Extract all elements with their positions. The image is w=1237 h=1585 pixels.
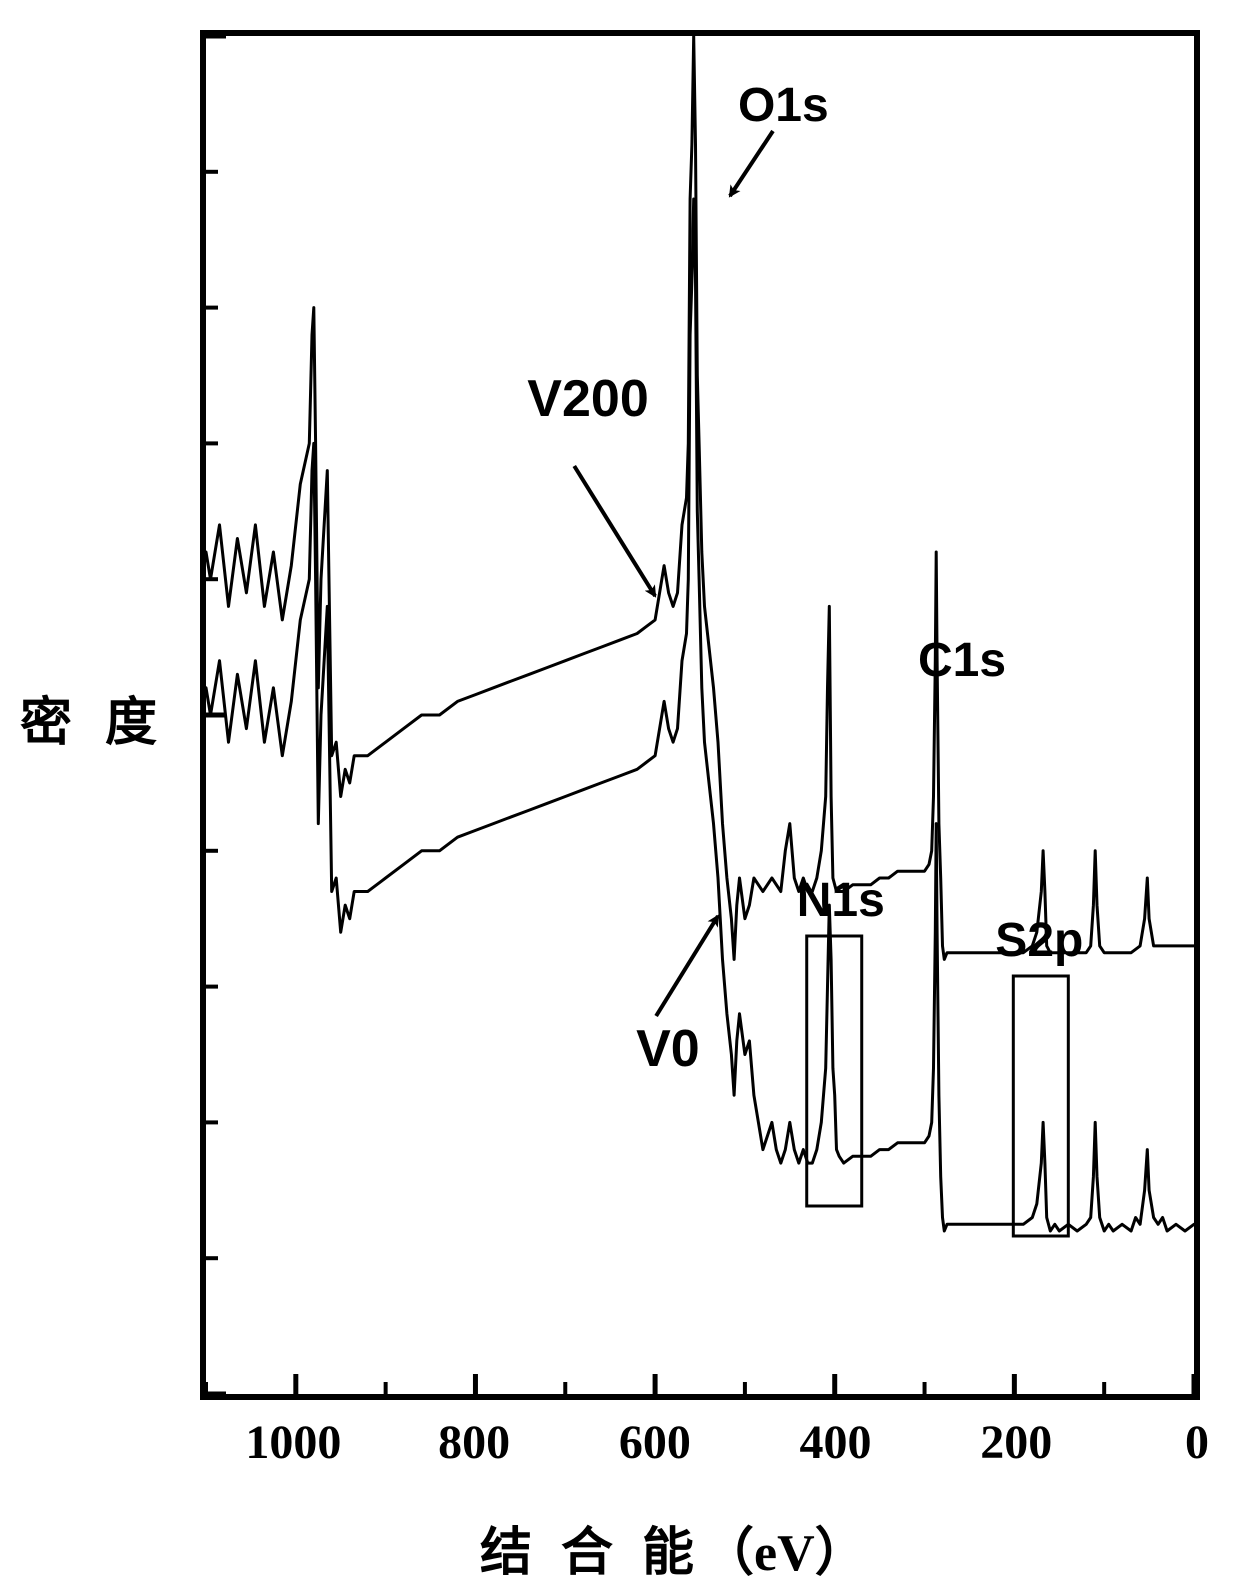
svg-text:N1s: N1s [797, 874, 885, 927]
svg-text:S2p: S2p [995, 914, 1083, 967]
xtick-label: 600 [619, 1415, 691, 1470]
xps-figure: 密 度 结 合 能（eV） O1sV200C1sV0N1sS2p 1000800… [0, 0, 1237, 1575]
svg-text:V200: V200 [527, 370, 648, 428]
svg-text:C1s: C1s [918, 634, 1006, 687]
plot-area: O1s V200 C1s V0 N1s S2p [200, 30, 1200, 1400]
svg-text:O1s: O1s [738, 79, 829, 132]
xtick-label: 800 [438, 1415, 510, 1470]
xtick-label: 0 [1185, 1415, 1209, 1470]
xtick-label: 200 [980, 1415, 1052, 1470]
x-axis-label: 结 合 能（eV） [480, 1510, 867, 1585]
plot-svg: O1s V200 C1s V0 N1s S2p [206, 36, 1194, 1394]
y-axis-label: 密 度 [20, 680, 167, 755]
x-axis-label-unit: （eV） [702, 1525, 867, 1582]
xtick-label: 400 [800, 1415, 872, 1470]
xtick-label: 1000 [245, 1415, 341, 1470]
svg-text:V0: V0 [636, 1020, 700, 1078]
x-axis-label-zh: 结 合 能 [480, 1525, 702, 1582]
